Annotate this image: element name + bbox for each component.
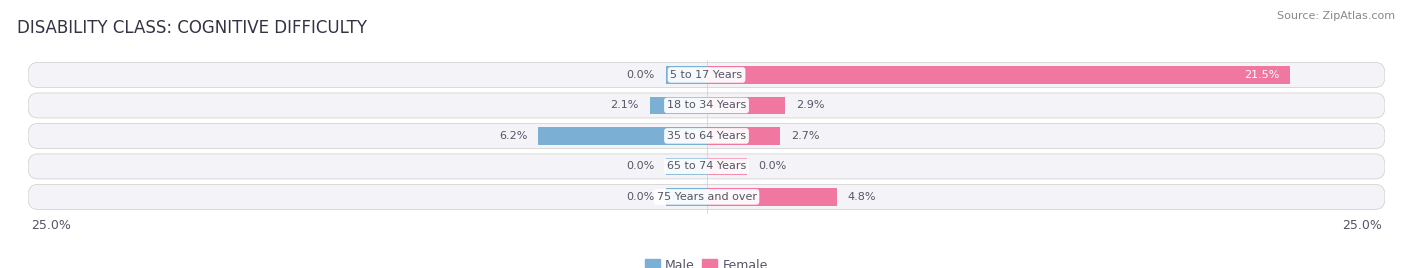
Text: 25.0%: 25.0% xyxy=(1343,219,1382,232)
FancyBboxPatch shape xyxy=(28,93,1385,118)
FancyBboxPatch shape xyxy=(28,184,1385,209)
Bar xyxy=(666,188,707,206)
Bar xyxy=(707,188,837,206)
Text: 18 to 34 Years: 18 to 34 Years xyxy=(666,100,747,110)
Bar xyxy=(707,96,785,114)
Bar xyxy=(666,158,707,175)
Text: 65 to 74 Years: 65 to 74 Years xyxy=(666,161,747,172)
Text: 35 to 64 Years: 35 to 64 Years xyxy=(666,131,747,141)
Text: 0.0%: 0.0% xyxy=(627,70,655,80)
Bar xyxy=(707,127,780,145)
Text: 0.0%: 0.0% xyxy=(627,161,655,172)
Text: 2.7%: 2.7% xyxy=(790,131,820,141)
Text: 5 to 17 Years: 5 to 17 Years xyxy=(671,70,742,80)
Text: 25.0%: 25.0% xyxy=(31,219,70,232)
FancyBboxPatch shape xyxy=(28,62,1385,87)
Bar xyxy=(538,127,707,145)
Text: 6.2%: 6.2% xyxy=(499,131,527,141)
Text: 75 Years and over: 75 Years and over xyxy=(657,192,756,202)
Legend: Male, Female: Male, Female xyxy=(640,254,773,268)
Text: Source: ZipAtlas.com: Source: ZipAtlas.com xyxy=(1277,11,1395,21)
Text: DISABILITY CLASS: COGNITIVE DIFFICULTY: DISABILITY CLASS: COGNITIVE DIFFICULTY xyxy=(17,19,367,37)
Bar xyxy=(650,96,707,114)
Text: 4.8%: 4.8% xyxy=(848,192,876,202)
Bar xyxy=(707,158,747,175)
Bar xyxy=(666,66,707,84)
Text: 0.0%: 0.0% xyxy=(758,161,786,172)
Text: 2.9%: 2.9% xyxy=(796,100,824,110)
Bar xyxy=(707,66,1289,84)
Text: 2.1%: 2.1% xyxy=(610,100,638,110)
FancyBboxPatch shape xyxy=(28,154,1385,179)
Text: 0.0%: 0.0% xyxy=(627,192,655,202)
FancyBboxPatch shape xyxy=(28,124,1385,148)
Text: 21.5%: 21.5% xyxy=(1244,70,1279,80)
